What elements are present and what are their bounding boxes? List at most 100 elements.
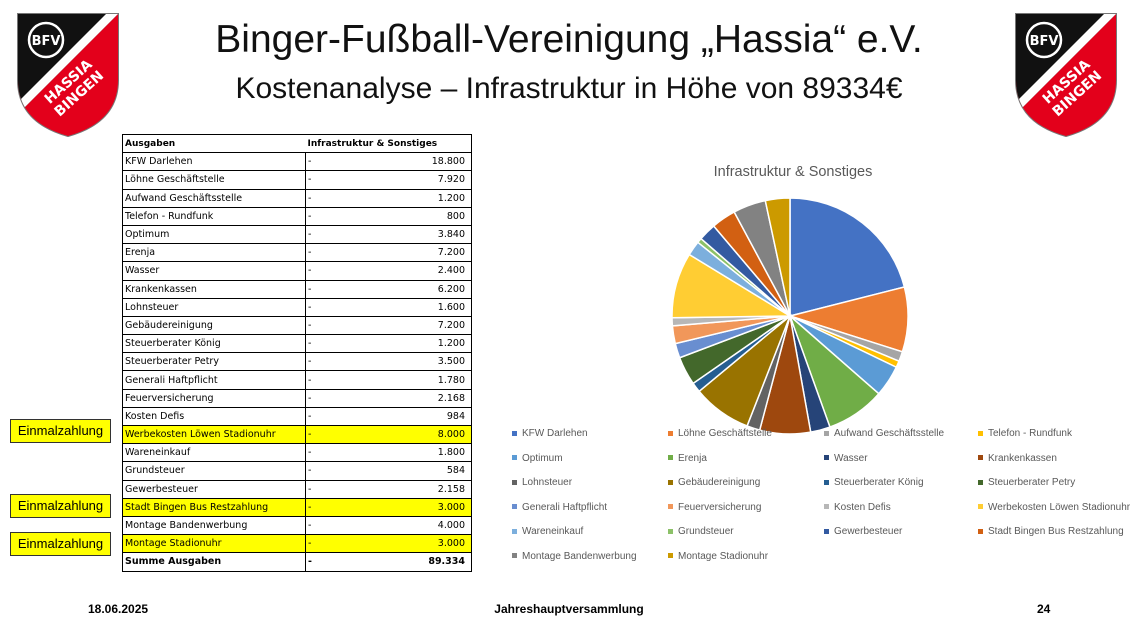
legend-item: Wasser bbox=[824, 453, 868, 464]
row-name: Kosten Defis bbox=[122, 407, 306, 427]
legend-label: Feuerversicherung bbox=[678, 501, 762, 513]
legend-swatch bbox=[978, 528, 983, 534]
row-name: Krankenkassen bbox=[122, 280, 306, 299]
table-row: Steuerberater König -1.200 bbox=[122, 334, 472, 354]
club-logo-right: BFV HASSIA BINGEN bbox=[1015, 13, 1117, 138]
table-row: Generali Haftpflicht -1.780 bbox=[122, 370, 472, 390]
one-time-payment-tag: Einmalzahlung bbox=[10, 419, 111, 443]
row-dash: - bbox=[305, 425, 320, 445]
legend-item: Löhne Geschäftstelle bbox=[668, 428, 772, 439]
row-name: KFW Darlehen bbox=[122, 152, 306, 172]
row-dash: - bbox=[305, 461, 320, 481]
table-header-value: Infrastruktur & Sonstiges bbox=[305, 134, 472, 154]
legend-item: Werbekosten Löwen Stadionuhr bbox=[978, 502, 1130, 513]
row-name: Lohnsteuer bbox=[122, 298, 306, 317]
pie-slice bbox=[789, 197, 906, 317]
legend-label: Aufwand Geschäftsstelle bbox=[834, 428, 945, 439]
table-row: Wareneinkauf -1.800 bbox=[122, 443, 472, 463]
row-dash: - bbox=[305, 480, 320, 499]
row-name: Stadt Bingen Bus Restzahlung bbox=[122, 498, 306, 517]
legend-swatch bbox=[824, 504, 829, 510]
row-value: 3.500 bbox=[320, 352, 472, 372]
row-value: 1.800 bbox=[320, 443, 472, 463]
sum-dash: - bbox=[305, 552, 320, 572]
legend-label: Lohnsteuer bbox=[522, 477, 573, 488]
legend-label: Steuerberater Petry bbox=[988, 477, 1076, 488]
legend-label: Erenja bbox=[678, 452, 707, 464]
row-dash: - bbox=[305, 334, 320, 354]
legend-swatch bbox=[978, 479, 983, 485]
table-row: Optimum -3.840 bbox=[122, 225, 472, 245]
legend-swatch bbox=[668, 504, 673, 510]
legend-label: Grundsteuer bbox=[678, 526, 734, 537]
sum-value: 89.334 bbox=[320, 552, 472, 572]
legend-item: Krankenkassen bbox=[978, 453, 1057, 464]
legend-swatch bbox=[978, 430, 983, 436]
row-name: Montage Stadionuhr bbox=[122, 534, 306, 554]
legend-item: Montage Stadionuhr bbox=[668, 551, 768, 562]
row-name: Gebäudereinigung bbox=[122, 316, 306, 336]
row-name: Steuerberater König bbox=[122, 334, 306, 354]
table-row: Wasser -2.400 bbox=[122, 261, 472, 281]
pie-chart bbox=[671, 197, 909, 435]
footer-date: 18.06.2025 bbox=[88, 602, 149, 616]
legend-label: Wasser bbox=[834, 452, 868, 464]
logo-bfv-text: BFV bbox=[1030, 34, 1059, 49]
legend-label: Krankenkassen bbox=[988, 452, 1057, 464]
legend-item: Optimum bbox=[512, 453, 563, 464]
row-name: Erenja bbox=[122, 243, 306, 263]
table-row: Werbekosten Löwen Stadionuhr -8.000 bbox=[122, 425, 472, 445]
row-dash: - bbox=[305, 316, 320, 336]
row-value: 8.000 bbox=[320, 425, 472, 445]
row-value: 3.000 bbox=[320, 534, 472, 554]
table-row: Lohnsteuer -1.600 bbox=[122, 298, 472, 317]
row-dash: - bbox=[305, 225, 320, 245]
legend-item: Feuerversicherung bbox=[668, 502, 761, 513]
page-subtitle: Kostenanalyse – Infrastruktur in Höhe vo… bbox=[235, 72, 903, 105]
chart-title: Infrastruktur & Sonstiges bbox=[713, 164, 873, 180]
row-dash: - bbox=[305, 261, 320, 281]
legend-item: Steuerberater König bbox=[824, 477, 924, 488]
row-dash: - bbox=[305, 207, 320, 226]
legend-label: Stadt Bingen Bus Restzahlung bbox=[988, 526, 1124, 537]
legend-swatch bbox=[512, 479, 517, 485]
legend-label: Montage Bandenwerbung bbox=[522, 550, 637, 562]
row-value: 1.780 bbox=[320, 370, 472, 390]
table-header-row: Ausgaben Infrastruktur & Sonstiges bbox=[122, 134, 472, 154]
one-time-payment-tag: Einmalzahlung bbox=[10, 532, 111, 556]
page-title: Binger-Fußball-Vereinigung „Hassia“ e.V. bbox=[215, 18, 923, 61]
pie-slice bbox=[764, 197, 791, 317]
row-name: Telefon - Rundfunk bbox=[122, 207, 306, 226]
legend-item: Gebäudereinigung bbox=[668, 477, 760, 488]
row-value: 1.200 bbox=[320, 334, 472, 354]
legend-label: Werbekosten Löwen Stadionuhr bbox=[988, 501, 1131, 513]
legend-swatch bbox=[978, 504, 983, 510]
row-name: Wareneinkauf bbox=[122, 443, 306, 463]
row-name: Wasser bbox=[122, 261, 306, 281]
legend-label: Gebäudereinigung bbox=[678, 477, 761, 488]
cost-table-body: KFW Darlehen -18.800 Löhne Geschäftstelle -… bbox=[122, 152, 472, 554]
row-value: 800 bbox=[320, 207, 472, 226]
legend-item: Lohnsteuer bbox=[512, 477, 572, 488]
table-row: Erenja -7.200 bbox=[122, 243, 472, 263]
legend-swatch bbox=[512, 455, 517, 461]
legend-swatch bbox=[824, 455, 829, 461]
legend-item: Gewerbesteuer bbox=[824, 526, 902, 537]
legend-label: Generali Haftpflicht bbox=[522, 501, 608, 513]
legend-item: Stadt Bingen Bus Restzahlung bbox=[978, 526, 1124, 537]
table-row: Grundsteuer -584 bbox=[122, 461, 472, 481]
row-dash: - bbox=[305, 389, 320, 408]
row-dash: - bbox=[305, 189, 320, 208]
row-name: Gewerbesteuer bbox=[122, 480, 306, 499]
legend-label: Wareneinkauf bbox=[522, 526, 584, 537]
row-value: 7.200 bbox=[320, 316, 472, 336]
row-dash: - bbox=[305, 407, 320, 427]
row-value: 2.400 bbox=[320, 261, 472, 281]
logo-bfv-text: BFV bbox=[32, 34, 61, 49]
legend-swatch bbox=[668, 479, 673, 485]
row-dash: - bbox=[305, 352, 320, 372]
row-value: 6.200 bbox=[320, 280, 472, 299]
table-row: Krankenkassen -6.200 bbox=[122, 280, 472, 299]
row-dash: - bbox=[305, 516, 320, 536]
row-name: Aufwand Geschäftsstelle bbox=[122, 189, 306, 208]
